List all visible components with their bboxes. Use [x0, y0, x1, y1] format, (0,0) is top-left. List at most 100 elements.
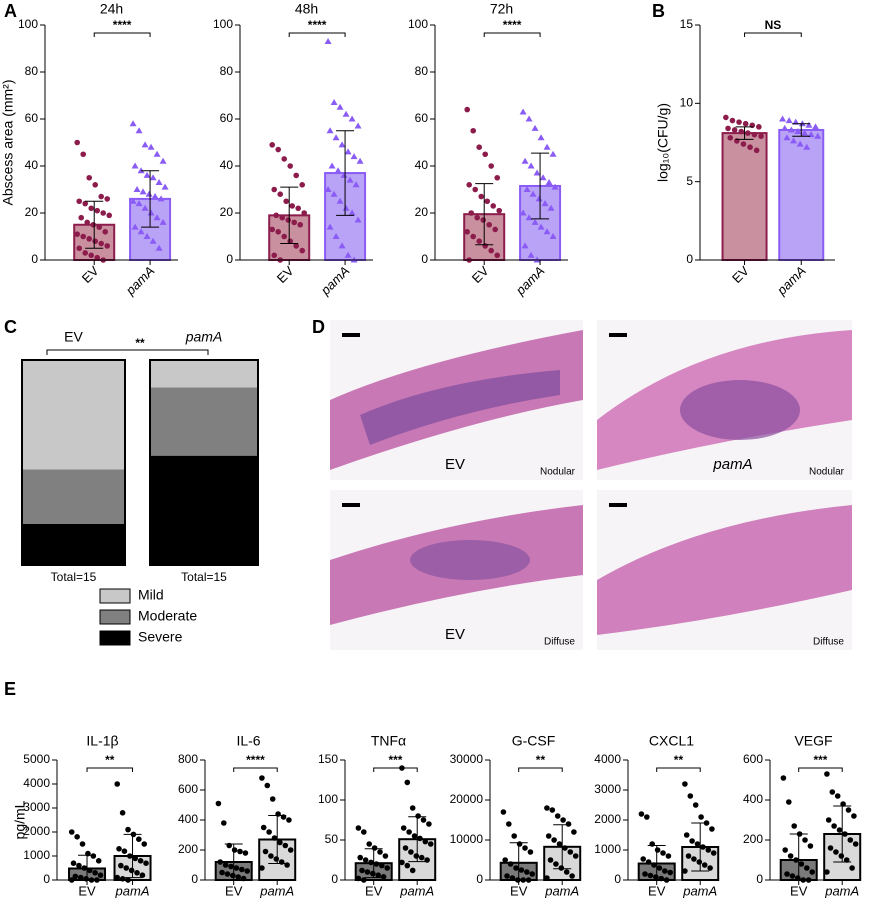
data-point [831, 823, 837, 829]
data-point [847, 837, 854, 843]
data-point [289, 203, 296, 209]
data-point [131, 162, 139, 169]
data-point [104, 243, 111, 249]
data-point [545, 833, 552, 839]
image-pattern: Nodular [540, 467, 576, 478]
significance-label: **** [246, 753, 265, 767]
data-point [827, 845, 834, 851]
significance-bracket [798, 767, 843, 772]
data-point [662, 868, 668, 874]
data-point [281, 233, 288, 240]
y-axis-label: log₁₀(CFU/g) [655, 103, 671, 182]
data-point [638, 811, 645, 817]
error-bar [268, 815, 287, 864]
data-point [132, 855, 139, 862]
data-point [780, 775, 787, 781]
data-point [642, 871, 648, 877]
x-tick-label: EV [648, 883, 666, 898]
data-point [802, 837, 808, 843]
y-tick-label: 40 [220, 158, 234, 172]
significance-bracket [518, 767, 563, 772]
data-point [513, 865, 519, 871]
data-point [362, 857, 369, 863]
data-point [350, 153, 358, 160]
data-point [129, 197, 137, 204]
data-point [399, 859, 405, 866]
y-tick-label: 10 [680, 96, 694, 110]
y-tick-label: 4000 [23, 776, 50, 790]
y-tick-label: 0 [756, 872, 763, 886]
data-point [500, 809, 507, 815]
data-point [346, 176, 354, 183]
data-point [539, 174, 547, 181]
chart-title: IL-1β [86, 733, 118, 749]
data-point [488, 247, 495, 254]
data-point [153, 150, 161, 157]
data-point [700, 844, 706, 850]
x-tick-label: pamA [317, 263, 352, 298]
data-point [219, 869, 225, 876]
bar-segment [150, 360, 258, 388]
data-point [667, 869, 674, 876]
data-point [286, 817, 292, 823]
data-point [729, 117, 736, 124]
data-point [692, 802, 699, 808]
data-point [683, 832, 690, 838]
y-tick-label: 40 [415, 158, 429, 172]
data-point [516, 841, 523, 847]
data-point [647, 872, 654, 879]
x-tick-label: pamA [682, 883, 717, 898]
data-point [297, 221, 304, 228]
y-tick-label: 0 [331, 872, 338, 886]
data-point [783, 134, 791, 141]
data-point [521, 157, 529, 164]
data-point [137, 228, 145, 235]
significance-bracket [744, 32, 802, 37]
bar-segment [150, 455, 258, 565]
data-point [380, 874, 387, 880]
data-point [121, 848, 128, 854]
x-tick-label: EV [510, 883, 528, 898]
data-point [567, 849, 574, 855]
data-point [565, 821, 572, 827]
significance-bracket [483, 32, 541, 37]
data-point [285, 217, 292, 223]
y-tick-label: 80 [415, 64, 429, 78]
data-point [92, 870, 98, 876]
data-point [486, 221, 493, 228]
x-tick-label: EV [365, 883, 383, 898]
legend-swatch [99, 630, 131, 646]
data-point [710, 850, 717, 856]
data-point [476, 238, 483, 244]
error-bar [123, 833, 142, 879]
data-point [155, 178, 163, 185]
data-point [86, 236, 93, 242]
chart-title: 24h [100, 1, 123, 17]
data-point [527, 251, 535, 258]
data-point [143, 860, 149, 866]
data-point [723, 114, 729, 121]
data-point [756, 124, 762, 130]
data-point [533, 169, 541, 176]
histology-image: EV Nodular [330, 320, 583, 480]
x-tick-label: pamA [773, 263, 808, 298]
data-point [293, 172, 300, 179]
error-bar [141, 170, 160, 228]
data-point [738, 128, 745, 135]
data-point [330, 190, 338, 197]
data-point [545, 178, 553, 185]
y-tick-label: 0 [31, 252, 38, 266]
data-point [118, 862, 124, 869]
data-point [377, 849, 383, 855]
data-point [283, 198, 290, 205]
data-point [260, 824, 267, 831]
significance-label: ** [105, 753, 115, 767]
category-label: EV [64, 329, 83, 345]
x-tick-label: EV [274, 263, 297, 286]
data-point [492, 226, 499, 233]
data-point [330, 99, 338, 106]
data-point [135, 127, 143, 134]
image-pattern: Diffuse [813, 637, 844, 648]
data-point [275, 229, 282, 235]
